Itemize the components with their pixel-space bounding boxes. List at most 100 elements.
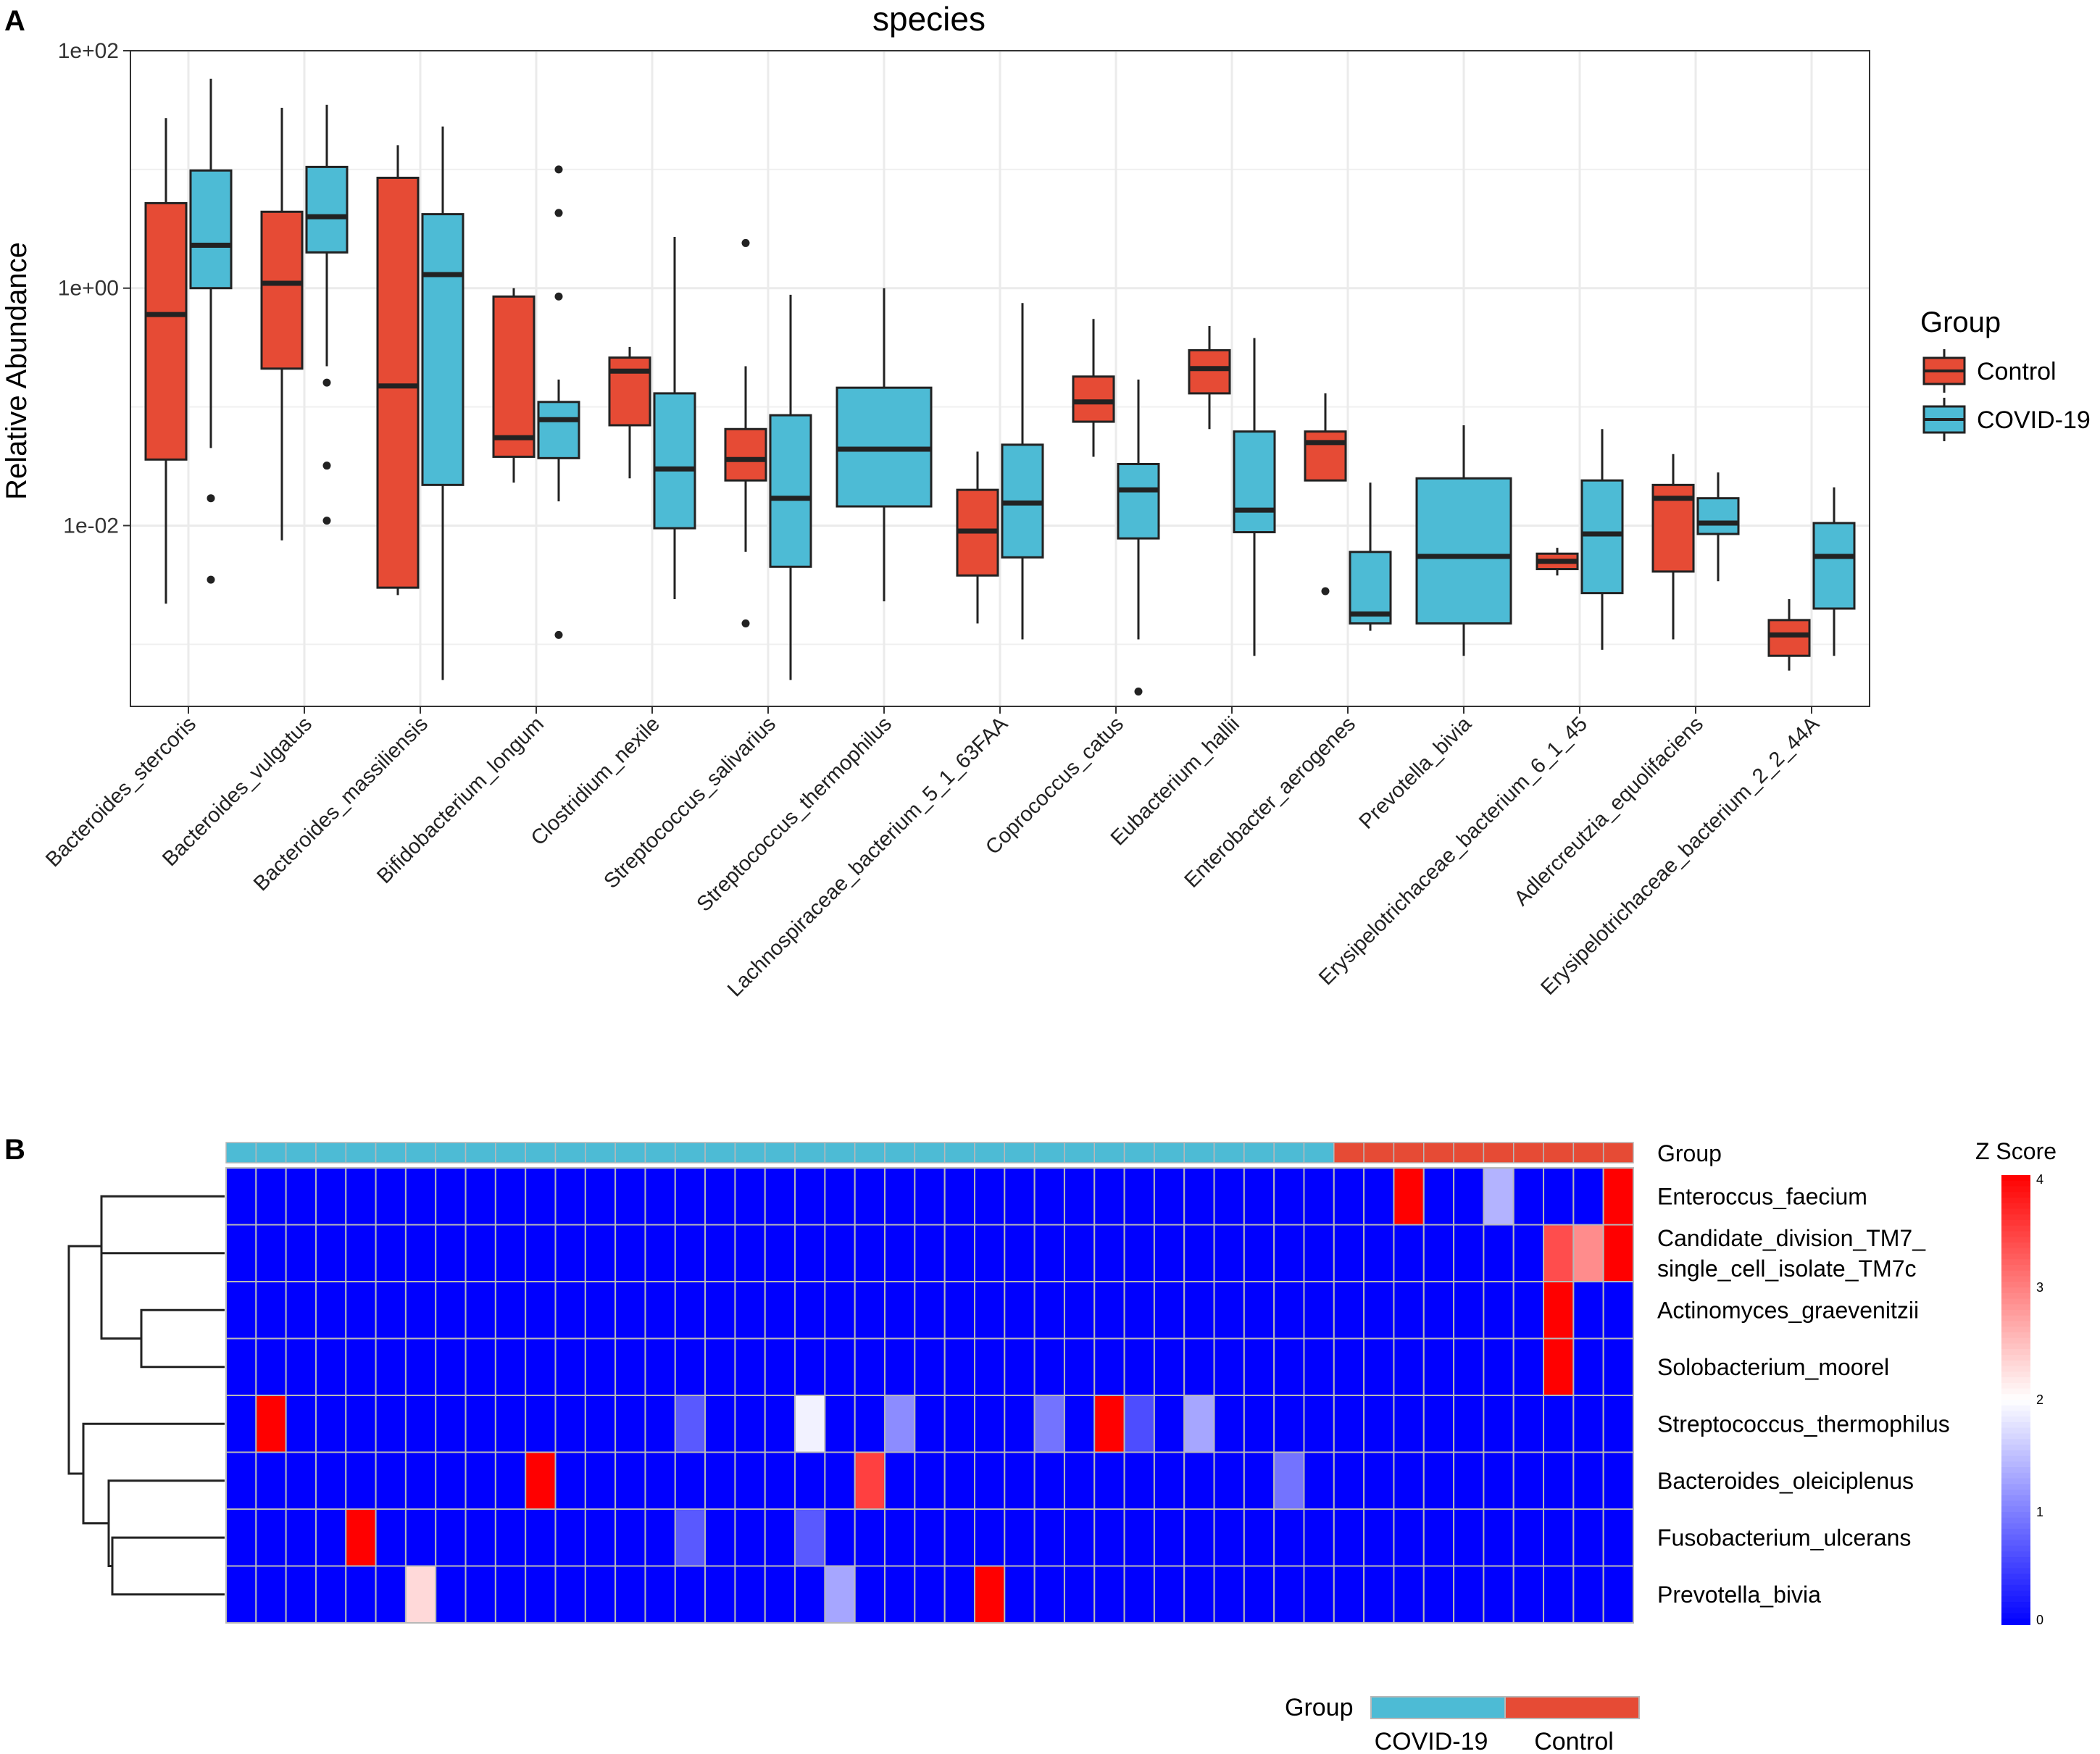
heatmap-cell <box>1393 1281 1425 1340</box>
heatmap-cell <box>1213 1451 1245 1510</box>
heatmap-cell <box>1422 1167 1455 1226</box>
colorbar-segment <box>2001 1366 2030 1373</box>
heatmap-cell <box>884 1167 916 1226</box>
heatmap-cell <box>255 1281 287 1340</box>
heatmap-cell <box>1213 1167 1245 1226</box>
heatmap-cell <box>255 1167 287 1226</box>
group-annotation-cell <box>405 1142 436 1164</box>
heatmap-cell <box>973 1508 1006 1567</box>
heatmap-cell <box>1063 1508 1096 1567</box>
heatmap-cell <box>614 1508 646 1567</box>
group-annotation-cell <box>1064 1142 1096 1164</box>
heatmap-cell <box>285 1224 317 1282</box>
heatmap-cell <box>1123 1451 1155 1510</box>
heatmap-cell <box>584 1395 617 1453</box>
group-annotation-cell <box>345 1142 377 1164</box>
heatmap-cell <box>285 1337 317 1396</box>
heatmap-cell <box>614 1224 646 1282</box>
group-annotation-label: Group <box>1657 1140 1722 1166</box>
colorbar-segment <box>2001 1557 2030 1563</box>
heatmap-cell <box>494 1508 527 1567</box>
heatmap-cell <box>1602 1167 1635 1226</box>
heatmap-cell <box>464 1337 496 1396</box>
heatmap-cell <box>734 1395 766 1453</box>
box-body <box>421 213 464 486</box>
colorbar-segment <box>2001 1450 2030 1457</box>
colorbar-segment <box>2001 1343 2030 1350</box>
heatmap-cell <box>794 1565 826 1624</box>
heatmap-cell <box>1333 1337 1365 1396</box>
heatmap-cell <box>1572 1337 1604 1396</box>
colorbar-segment <box>2001 1551 2030 1558</box>
heatmap-cell <box>794 1167 826 1226</box>
heatmap-cell <box>674 1337 707 1396</box>
heatmap-cell <box>1183 1281 1215 1340</box>
group-annotation-cell <box>794 1142 826 1164</box>
heatmap-cell <box>1063 1224 1096 1282</box>
heatmap-cell <box>464 1224 496 1282</box>
heatmap-cell <box>614 1565 646 1624</box>
colorbar-segment <box>2001 1377 2030 1384</box>
y-tick-label: 1e+00 <box>58 277 119 301</box>
heatmap-cell <box>1512 1395 1545 1453</box>
heatmap-cell <box>255 1395 287 1453</box>
heatmap-cell <box>1363 1224 1395 1282</box>
heatmap-cell <box>884 1281 916 1340</box>
heatmap-cell <box>554 1224 586 1282</box>
box-covid-19-2 <box>421 126 464 680</box>
colorbar-segment <box>2001 1208 2030 1216</box>
panel-a-label: A <box>4 5 25 37</box>
heatmap-cell <box>1033 1167 1065 1226</box>
colorbar-title: Z Score <box>1975 1138 2057 1164</box>
heatmap-cell <box>554 1395 586 1453</box>
heatmap-cell <box>255 1565 287 1624</box>
box-control-3 <box>492 288 536 483</box>
group-annotation-cell <box>1183 1142 1215 1164</box>
boxplot-panel: species Relative Abundance 1e-02 1e+00 1e+… <box>1 0 2091 1001</box>
heatmap-row-label: Solobacterium_moorel <box>1657 1354 1889 1380</box>
heatmap-cell <box>1004 1337 1036 1396</box>
heatmap-cell <box>1512 1337 1545 1396</box>
colorbar-segment <box>2001 1253 2030 1261</box>
heatmap-cell <box>1483 1565 1514 1624</box>
box-outlier <box>554 292 563 301</box>
heatmap-cell <box>794 1508 826 1567</box>
x-tick-label: Eubacterium_hallii <box>1107 712 1244 850</box>
heatmap-cell <box>525 1337 557 1396</box>
heatmap-cell <box>674 1224 707 1282</box>
heatmap-cell <box>494 1281 527 1340</box>
group-annotation-cell <box>1572 1142 1604 1164</box>
heatmap-cell <box>824 1337 856 1396</box>
colorbar-segment <box>2001 1467 2030 1474</box>
heatmap-cell <box>794 1395 826 1453</box>
box-control-5 <box>724 238 767 627</box>
heatmap-cell <box>375 1167 407 1226</box>
box-covid-19-3 <box>537 165 580 639</box>
heatmap-cell <box>614 1337 646 1396</box>
heatmap-cell <box>435 1281 467 1340</box>
heatmap-cell <box>1123 1395 1155 1453</box>
colorbar-segment <box>2001 1259 2030 1266</box>
heatmap-cell <box>525 1281 557 1340</box>
group-annotation-cell <box>974 1142 1006 1164</box>
heatmap-cell <box>225 1337 257 1396</box>
colorbar-segment <box>2001 1534 2030 1541</box>
heatmap-cell <box>1543 1167 1575 1226</box>
heatmap-cell <box>764 1395 796 1453</box>
heatmap-panel: Group Enteroccus_faecium Candidate_divisio… <box>67 1138 2057 1754</box>
box-covid-19-8 <box>1117 379 1160 696</box>
heatmap-cell <box>1273 1167 1305 1226</box>
box-outlier <box>554 630 563 639</box>
box-body <box>260 210 304 370</box>
heatmap-cell <box>345 1508 377 1567</box>
y-tick-label: 1e-02 <box>63 514 119 538</box>
heatmap-cell <box>1033 1508 1065 1567</box>
heatmap-cell <box>345 1451 377 1510</box>
heatmap-cell <box>973 1337 1006 1396</box>
heatmap-cell <box>734 1508 766 1567</box>
heatmap-cell <box>285 1565 317 1624</box>
heatmap-cell <box>1183 1565 1215 1624</box>
group-legend-swatch-control <box>1504 1696 1640 1719</box>
heatmap-cell <box>704 1508 736 1567</box>
colorbar-segment <box>2001 1540 2030 1547</box>
